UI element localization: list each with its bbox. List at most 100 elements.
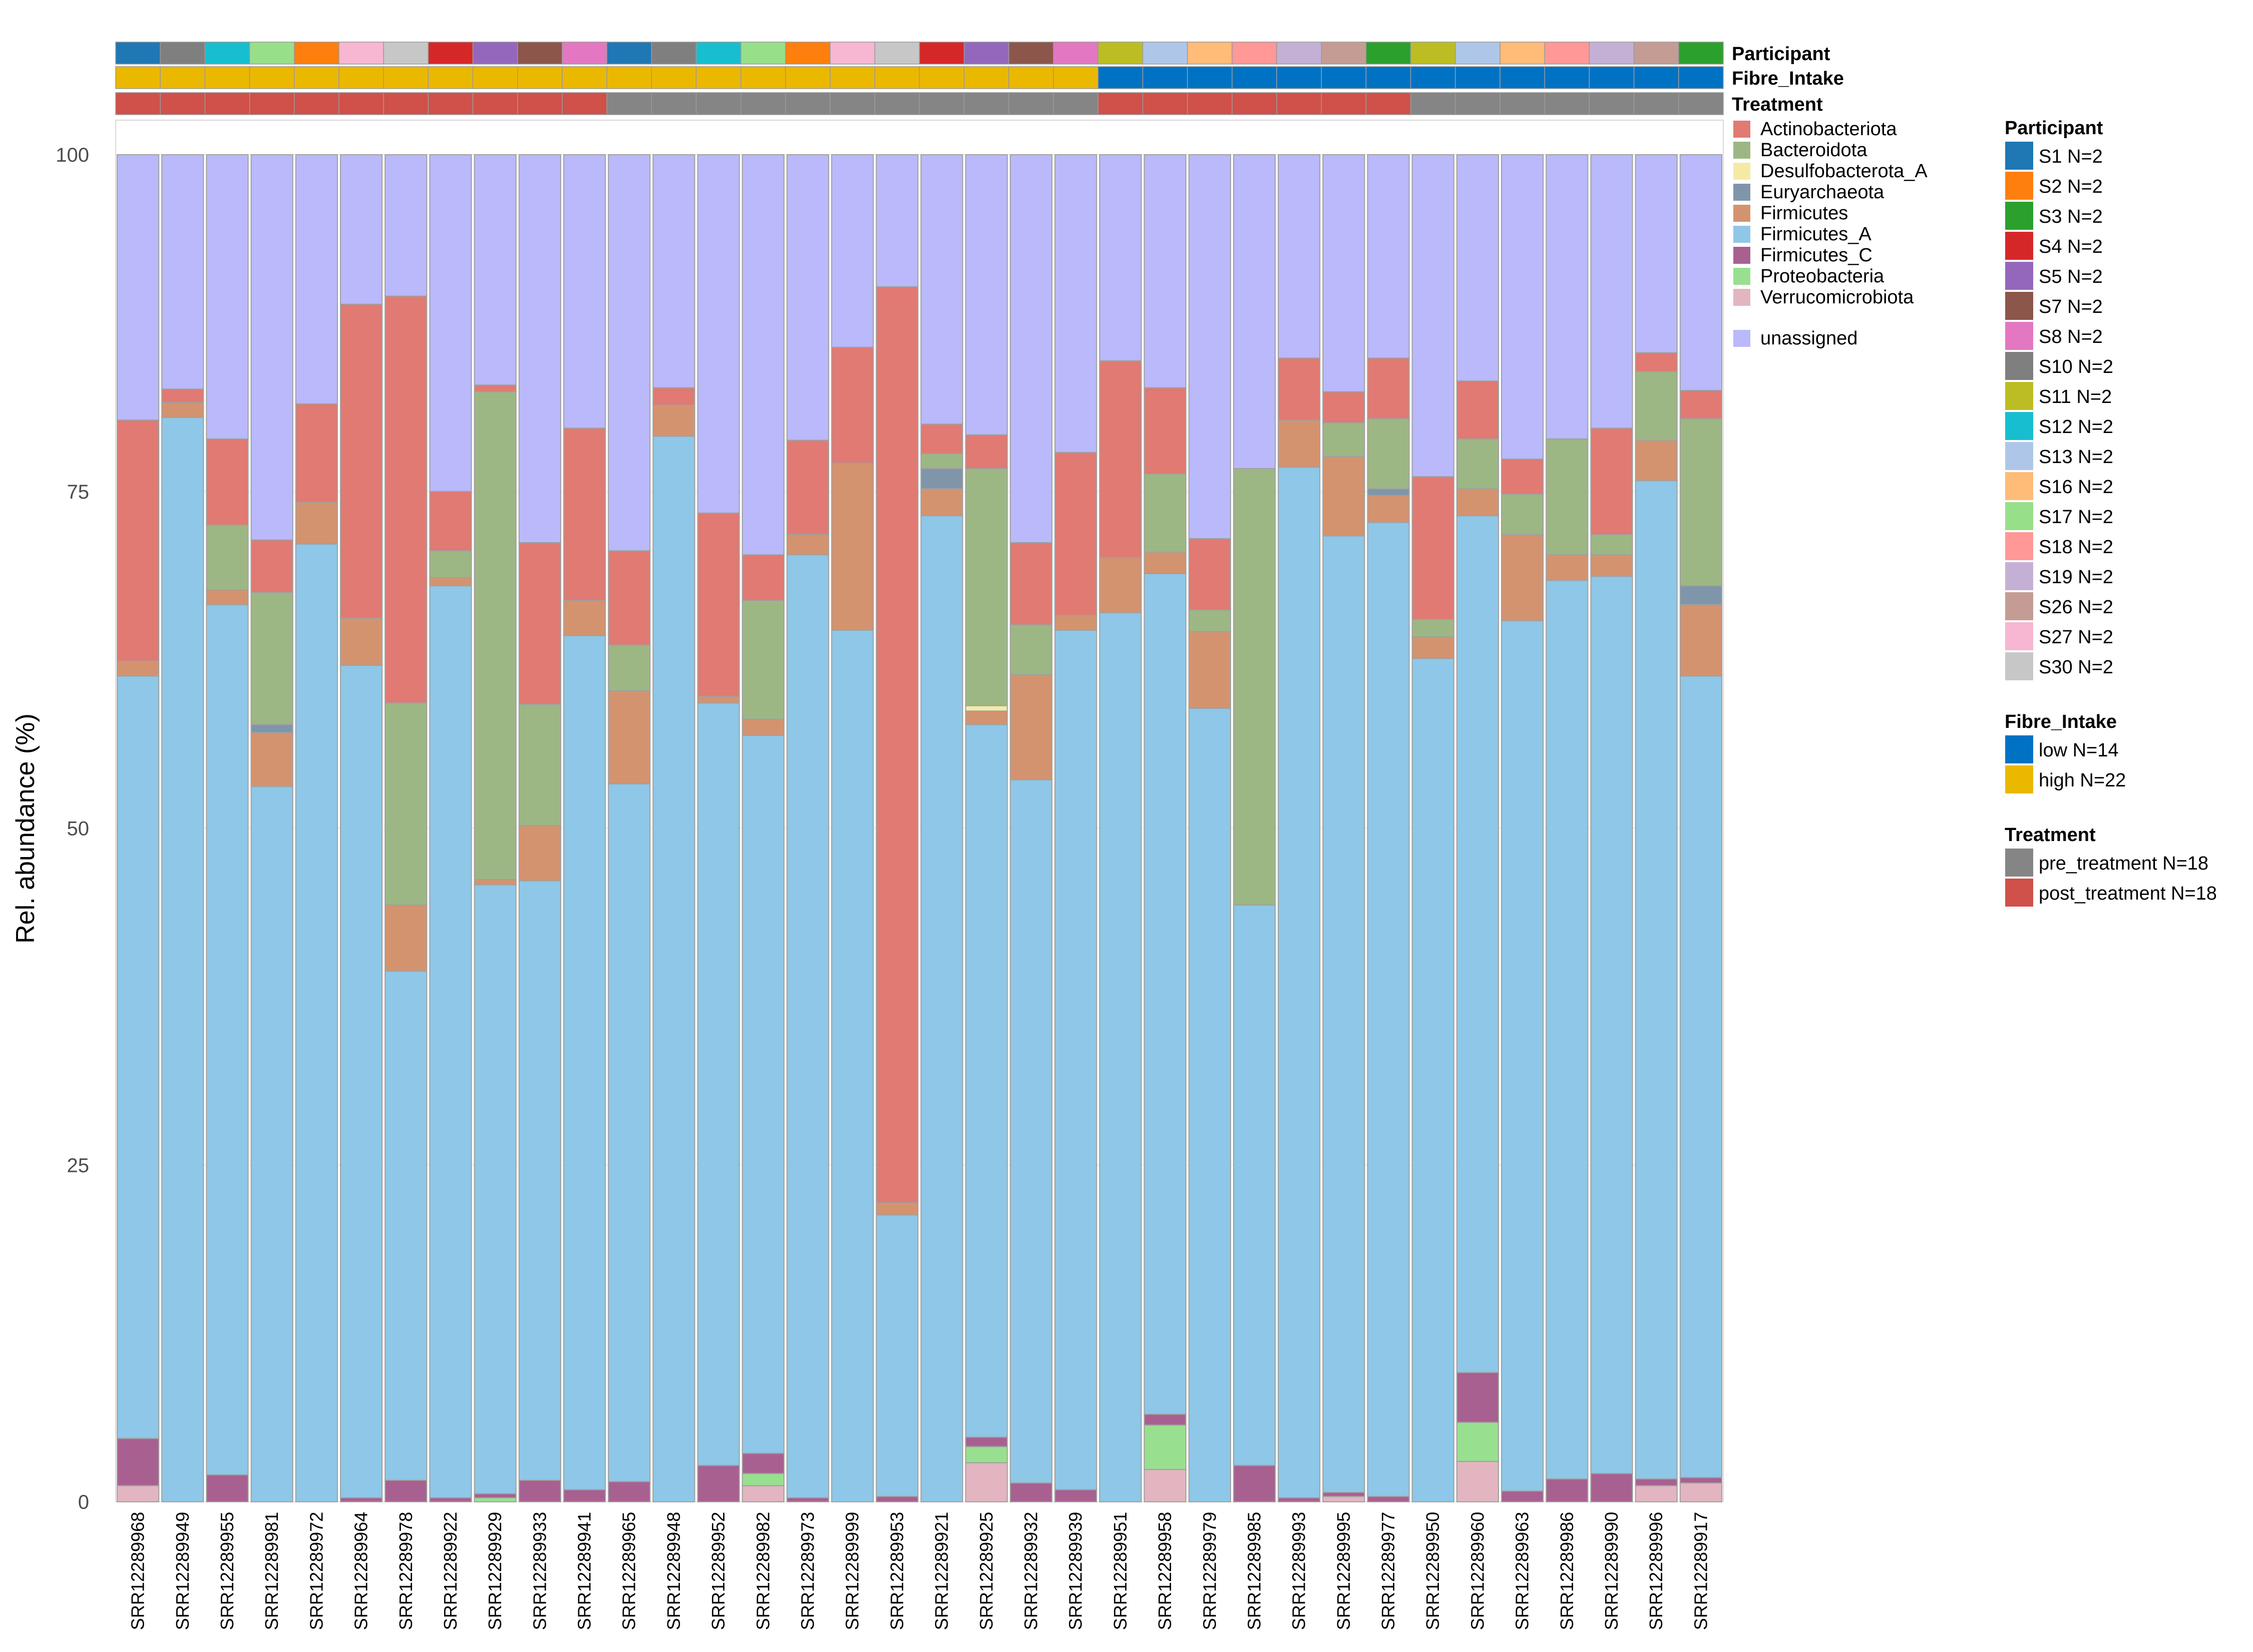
annotation-cell-treatment [562, 92, 607, 115]
legend-label: S10 N=2 [2039, 356, 2113, 377]
bar-segment-firmicutes [250, 732, 293, 787]
bar-segment-firmicutes [1456, 488, 1499, 517]
bar-segment-unassigned [652, 154, 695, 388]
legend-key-s11 [2004, 381, 2034, 411]
annotation-cell-fibre_intake [1053, 66, 1099, 89]
legend-key-s8 [2004, 321, 2034, 351]
bar-segment-firmicutes_a [295, 543, 338, 1502]
bar-SRR12289939 [1054, 154, 1097, 1503]
bar-segment-euryarchaeota [1367, 488, 1410, 496]
bar-segment-actinobacteriota [1590, 428, 1633, 535]
bar-segment-unassigned [563, 154, 606, 429]
bar-segment-euryarchaeota [1679, 585, 1723, 605]
annotation-cell-fibre_intake [651, 66, 697, 89]
bar-segment-firmicutes_c [1144, 1414, 1187, 1426]
bar-segment-bacteroidota [741, 600, 785, 720]
bar-segment-firmicutes_a [831, 629, 874, 1502]
bar-segment-firmicutes [786, 534, 830, 556]
bar-segment-firmicutes_c [518, 1479, 561, 1503]
annotation-cell-participant [830, 42, 876, 65]
annotation-cell-fibre_intake [1276, 66, 1322, 89]
legend-key-s16 [2004, 471, 2034, 501]
bar-segment-bacteroidota [920, 453, 963, 470]
annotation-cell-treatment [204, 92, 250, 115]
annotation-cell-fibre_intake [338, 66, 384, 89]
bar-SRR12289965 [608, 154, 651, 1503]
bar-segment-unassigned [697, 154, 740, 514]
annotation-cell-participant [1365, 42, 1411, 65]
bar-SRR12289979 [1188, 154, 1231, 1502]
annotation-cell-fibre_intake [1633, 66, 1679, 89]
legend-label: Euryarchaeota [1760, 182, 1885, 203]
bar-segment-firmicutes [1144, 551, 1187, 574]
bar-segment-firmicutes_a [161, 417, 204, 1502]
annotation-cell-fibre_intake [1142, 66, 1188, 89]
legend-label: post_treatment N=18 [2039, 883, 2217, 904]
bar-segment-firmicutes_a [741, 734, 785, 1454]
bar-segment-proteobacteria [1144, 1424, 1187, 1470]
bar-segment-firmicutes_a [697, 702, 740, 1466]
annotation-cell-treatment [428, 92, 474, 115]
bar-segment-firmicutes [518, 825, 561, 882]
bar-segment-actinobacteriota [117, 420, 160, 662]
bar-segment-firmicutes_a [518, 880, 561, 1481]
bar-segment-firmicutes [1367, 495, 1410, 523]
legend-key-s26 [2004, 591, 2034, 621]
bar-segment-verrucomicrobiota [1679, 1482, 1723, 1502]
annotation-cell-participant [472, 42, 518, 65]
bar-segment-firmicutes_a [1188, 708, 1231, 1502]
bar-SRR12289999 [831, 154, 874, 1502]
legend-label: S11 N=2 [2039, 386, 2112, 407]
legend-label: Firmicutes [1760, 203, 1848, 224]
annotation-cell-fibre_intake [428, 66, 474, 89]
legend-key-proteobacteria [1733, 268, 1750, 285]
annotation-cell-participant [1142, 42, 1188, 65]
legend-key-firmicutes_c [1733, 247, 1750, 264]
annotation-cell-participant [562, 42, 607, 65]
bar-segment-firmicutes [117, 660, 160, 677]
x-tick-label: SRR12289985 [1244, 1512, 1264, 1630]
legend-key-high [2004, 764, 2034, 794]
x-tick-label: SRR12289964 [351, 1512, 371, 1630]
annotation-cell-treatment [1455, 92, 1500, 115]
y-axis-title: Rel. abundance (%) [11, 713, 40, 944]
bar-segment-firmicutes [741, 718, 785, 736]
bar-segment-firmicutes_a [1233, 904, 1276, 1466]
bar-SRR12289950 [1411, 154, 1454, 1502]
annotation-cell-participant [115, 42, 161, 65]
annotation-cell-fibre_intake [785, 66, 831, 89]
bar-segment-firmicutes_c [1501, 1490, 1544, 1502]
bar-SRR12289995 [1322, 154, 1365, 1503]
bar-segment-unassigned [295, 154, 338, 404]
legend-label: pre_treatment N=18 [2039, 853, 2208, 874]
bar-segment-actinobacteriota [474, 384, 517, 392]
bar-SRR12289963 [1501, 154, 1544, 1502]
annotation-cell-participant [695, 42, 741, 65]
x-tick-label: SRR12289982 [753, 1512, 773, 1630]
annotation-cell-participant [1678, 42, 1724, 65]
legend-key-euryarchaeota [1733, 184, 1750, 201]
bar-segment-firmicutes_c [741, 1453, 785, 1474]
bar-segment-firmicutes_a [1546, 580, 1589, 1480]
bar-segment-proteobacteria [741, 1473, 785, 1486]
bar-segment-unassigned [161, 154, 204, 390]
annotation-cell-treatment [785, 92, 831, 115]
bar-segment-firmicutes_c [1322, 1492, 1365, 1497]
bar-segment-actinobacteriota [161, 388, 204, 403]
bar-SRR12289990 [1590, 154, 1633, 1503]
legend-label: S18 N=2 [2039, 537, 2113, 558]
bar-segment-actinobacteriota [429, 491, 472, 552]
bar-SRR12289941 [563, 154, 606, 1503]
y-tick-label: 50 [67, 818, 90, 840]
annotation-cell-participant [1276, 42, 1322, 65]
bar-segment-unassigned [608, 154, 651, 552]
annotation-cell-fibre_intake [606, 66, 652, 89]
bar-segment-actinobacteriota [1367, 357, 1410, 420]
annotation-cell-treatment [1097, 92, 1144, 115]
annotation-cell-participant [1321, 42, 1367, 65]
x-tick-label: SRR12289973 [798, 1512, 818, 1630]
annotation-cell-treatment [1365, 92, 1411, 115]
bar-segment-verrucomicrobiota [1456, 1461, 1499, 1503]
annotation-cell-fibre_intake [1678, 66, 1724, 89]
annotation-cell-fibre_intake [1008, 66, 1054, 89]
